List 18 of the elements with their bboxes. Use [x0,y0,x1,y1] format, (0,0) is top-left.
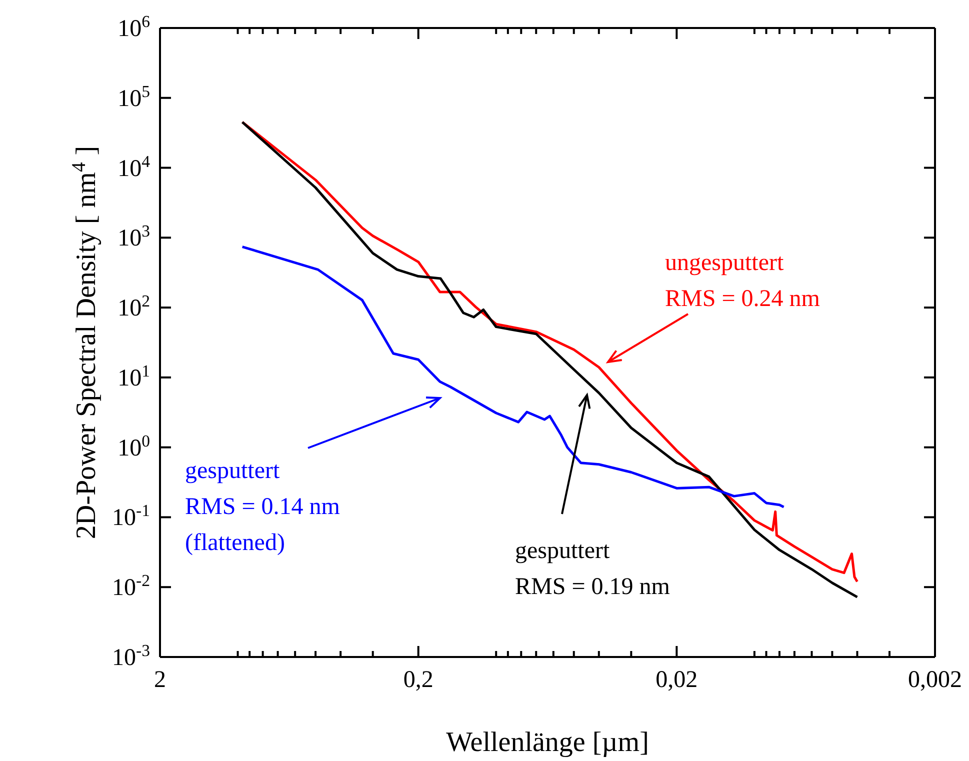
y-tick-label: 10$^{0}$ [118,430,150,462]
y-tick-label: 10$^{-2}$ [112,570,150,602]
annotation: gesputtert RMS = 0.14 nm (flattened) [185,458,340,556]
y-tick-label: 10$^{1}$ [118,360,150,392]
x-tick-label: 0,02 [656,667,698,693]
x-axis-title: Wellenlänge [µm] [446,727,649,758]
annotation: ungesputtert RMS = 0.24 nm [665,250,820,312]
annotation: gesputtert RMS = 0.19 nm [515,538,670,600]
y-tick-label: 10$^{-3}$ [112,640,150,671]
y-tick-label: 10$^{3}$ [118,221,150,252]
x-tick-label: 2 [154,667,166,693]
y-tick-label: 10$^{5}$ [118,81,150,112]
y-tick-label: 10$^{2}$ [118,291,150,322]
x-tick-label: 0,002 [908,667,962,693]
y-tick-label: 10$^{6}$ [118,12,150,42]
y-tick-label: 10$^{4}$ [118,151,151,182]
y-tick-label: 10$^{-1}$ [112,500,150,532]
x-tick-label: 0,2 [403,667,434,693]
